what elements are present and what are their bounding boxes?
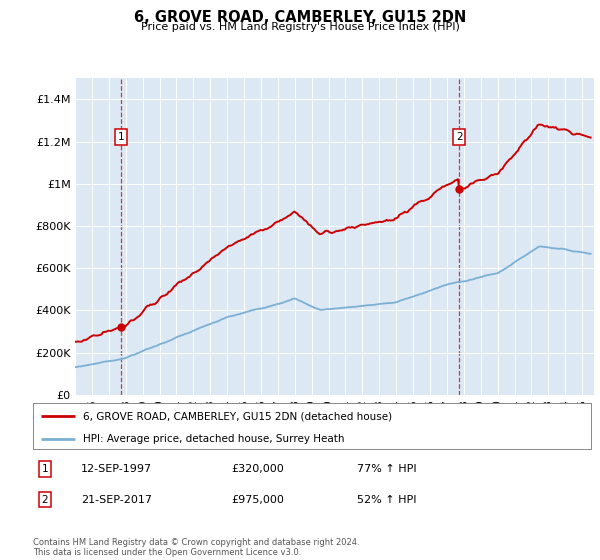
Text: 2: 2 xyxy=(456,132,463,142)
Text: £320,000: £320,000 xyxy=(231,464,284,474)
Text: Price paid vs. HM Land Registry's House Price Index (HPI): Price paid vs. HM Land Registry's House … xyxy=(140,22,460,32)
Text: HPI: Average price, detached house, Surrey Heath: HPI: Average price, detached house, Surr… xyxy=(83,434,345,444)
Text: 12-SEP-1997: 12-SEP-1997 xyxy=(81,464,152,474)
Text: 1: 1 xyxy=(41,464,49,474)
Text: 2: 2 xyxy=(41,494,49,505)
Text: 6, GROVE ROAD, CAMBERLEY, GU15 2DN (detached house): 6, GROVE ROAD, CAMBERLEY, GU15 2DN (deta… xyxy=(83,411,392,421)
Text: 21-SEP-2017: 21-SEP-2017 xyxy=(81,494,152,505)
Text: 52% ↑ HPI: 52% ↑ HPI xyxy=(357,494,416,505)
Text: £975,000: £975,000 xyxy=(231,494,284,505)
Text: 1: 1 xyxy=(118,132,124,142)
Text: 6, GROVE ROAD, CAMBERLEY, GU15 2DN: 6, GROVE ROAD, CAMBERLEY, GU15 2DN xyxy=(134,10,466,25)
Text: 77% ↑ HPI: 77% ↑ HPI xyxy=(357,464,416,474)
Text: Contains HM Land Registry data © Crown copyright and database right 2024.
This d: Contains HM Land Registry data © Crown c… xyxy=(33,538,359,557)
